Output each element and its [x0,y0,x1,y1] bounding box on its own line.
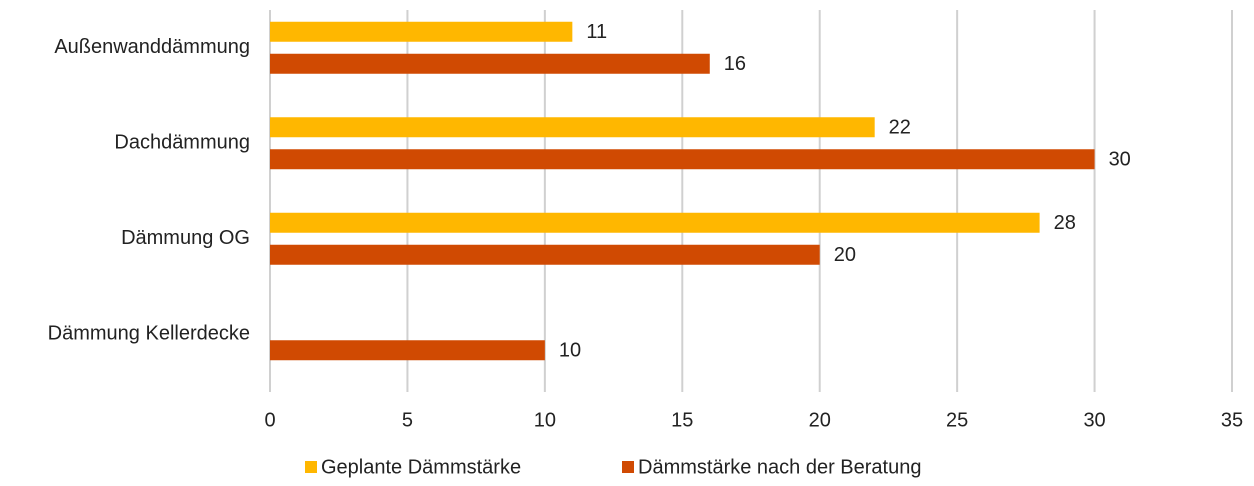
legend-swatch [305,461,317,473]
category-label: Dachdämmung [114,132,250,154]
bar [270,212,1040,233]
data-label: 22 [889,117,911,139]
bar [270,244,820,265]
data-label: 11 [586,21,607,43]
legend-label: Dämmstärke nach der Beratung [638,456,921,478]
bar [270,149,1095,170]
x-tick-label: 35 [1221,409,1243,431]
legend-label: Geplante Dämmstärke [321,456,521,478]
data-label: 10 [559,340,581,362]
x-tick-label: 20 [809,409,831,431]
x-tick-label: 5 [402,409,413,431]
bar [270,53,710,74]
category-label: Außenwanddämmung [54,36,250,58]
bar [270,117,875,138]
data-label: 30 [1109,149,1131,171]
category-label: Dämmung OG [121,227,250,249]
bar [270,21,573,42]
x-tick-label: 25 [946,409,968,431]
x-tick-label: 30 [1083,409,1105,431]
data-label: 28 [1054,212,1076,234]
legend-swatch [622,461,634,473]
x-tick-label: 15 [671,409,693,431]
x-tick-label: 10 [534,409,556,431]
data-label: 20 [834,244,856,266]
category-label: Dämmung Kellerdecke [48,323,250,345]
data-label: 16 [724,53,746,75]
bar [270,340,545,361]
x-tick-label: 0 [264,409,275,431]
